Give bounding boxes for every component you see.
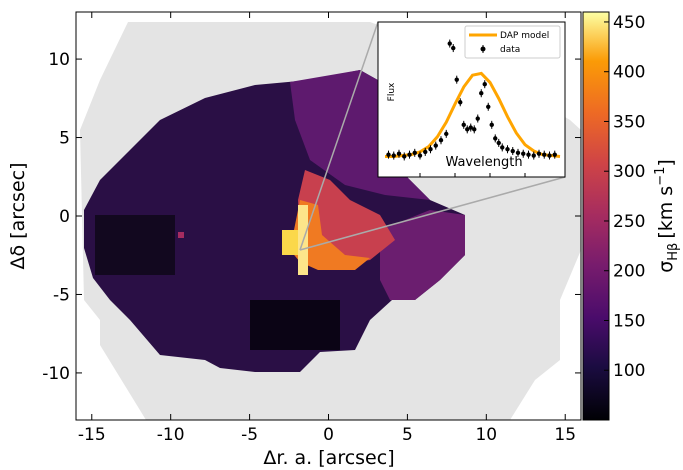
colorbar-tick-label: 200: [613, 262, 645, 282]
y-tick-label: -5: [53, 285, 70, 305]
purple-east-region: [380, 210, 465, 300]
data-point: [500, 145, 505, 150]
data-point: [526, 152, 531, 157]
colorbar-ticks: 100 150 200 250 300 350 400 450: [604, 13, 645, 381]
data-point: [505, 147, 510, 152]
data-point: [444, 131, 449, 137]
data-point: [417, 153, 423, 158]
data-point: [489, 122, 494, 128]
x-tick-label: -15: [78, 425, 106, 445]
colorbar-tick-label: 300: [613, 162, 645, 182]
x-tick-label: 10: [475, 425, 497, 445]
data-point: [536, 151, 542, 156]
inset-legend: DAP model data: [464, 25, 561, 59]
x-tick-label: 0: [323, 425, 334, 445]
legend-model-label: DAP model: [500, 31, 549, 41]
colorbar-tick-label: 450: [613, 13, 645, 33]
data-point: [407, 152, 412, 157]
colorbar-tick-label: 400: [613, 63, 645, 83]
y-tick-label: -10: [42, 364, 70, 384]
inset-x-label: Wavelength: [445, 155, 522, 170]
data-point: [468, 125, 473, 130]
data-point: [423, 149, 428, 155]
data-point: [465, 127, 470, 132]
colorbar-gradient: [582, 11, 610, 421]
data-point: [552, 152, 557, 157]
x-tick-label: 15: [554, 425, 576, 445]
dark-patch-south: [250, 300, 340, 350]
data-point: [521, 151, 526, 156]
data-point: [428, 147, 433, 152]
data-point: [454, 77, 459, 82]
colorbar: 100 150 200 250 300 350 400 450 σHβ[km s−1]: [582, 11, 681, 421]
data-point: [433, 143, 438, 148]
y-tick-label: 0: [59, 207, 70, 227]
x-tick-label: 5: [402, 425, 413, 445]
inset-y-label: Flux: [387, 82, 397, 101]
data-point: [472, 127, 477, 132]
legend-data-label: data: [500, 45, 520, 55]
data-point: [391, 153, 396, 158]
data-point: [486, 104, 491, 109]
data-point: [396, 151, 402, 156]
zoom-line-bottom: [299, 176, 566, 251]
colorbar-tick-label: 350: [613, 112, 645, 132]
colorbar-tick-label: 250: [613, 212, 645, 232]
data-point: [542, 152, 547, 157]
data-point: [547, 153, 552, 158]
y-axis-label: Δδ [arcsec]: [7, 162, 29, 269]
inset-plot: [385, 39, 561, 177]
data-point: [531, 153, 536, 158]
x-tick-label: -5: [241, 425, 258, 445]
data-point: [438, 137, 444, 143]
data-point: [402, 154, 407, 159]
data-point: [412, 150, 417, 156]
y-tick-label: 10: [48, 50, 70, 70]
colorbar-tick-label: 100: [613, 361, 645, 381]
data-point: [482, 81, 487, 87]
colorbar-tick-label: 150: [613, 311, 645, 331]
data-point: [461, 122, 466, 128]
colorbar-label: σHβ[km s−1]: [653, 159, 681, 273]
outer-hot-pixel: [178, 232, 184, 238]
data-point: [475, 116, 480, 121]
data-point: [510, 148, 515, 154]
zoom-line-top: [299, 21, 379, 251]
data-point: [451, 45, 456, 51]
inset-spectrum: Wavelength Flux DAP model data: [377, 21, 566, 178]
main-axes: -15 -10 -5 0 5 10 15 -10 -5 0 5 10: [42, 12, 581, 445]
data-point: [458, 100, 463, 105]
x-tick-label: -10: [157, 425, 185, 445]
orange-inner-region: [290, 200, 370, 270]
dark-patch: [95, 215, 175, 275]
data-point: [479, 91, 484, 96]
data-point: [493, 136, 498, 141]
x-axis-label: Δr. a. [arcsec]: [263, 447, 394, 469]
y-tick-label: 5: [59, 129, 70, 149]
data-point: [386, 152, 391, 157]
data-point: [447, 41, 452, 46]
data-point: [496, 140, 501, 146]
data-point: [515, 150, 521, 156]
